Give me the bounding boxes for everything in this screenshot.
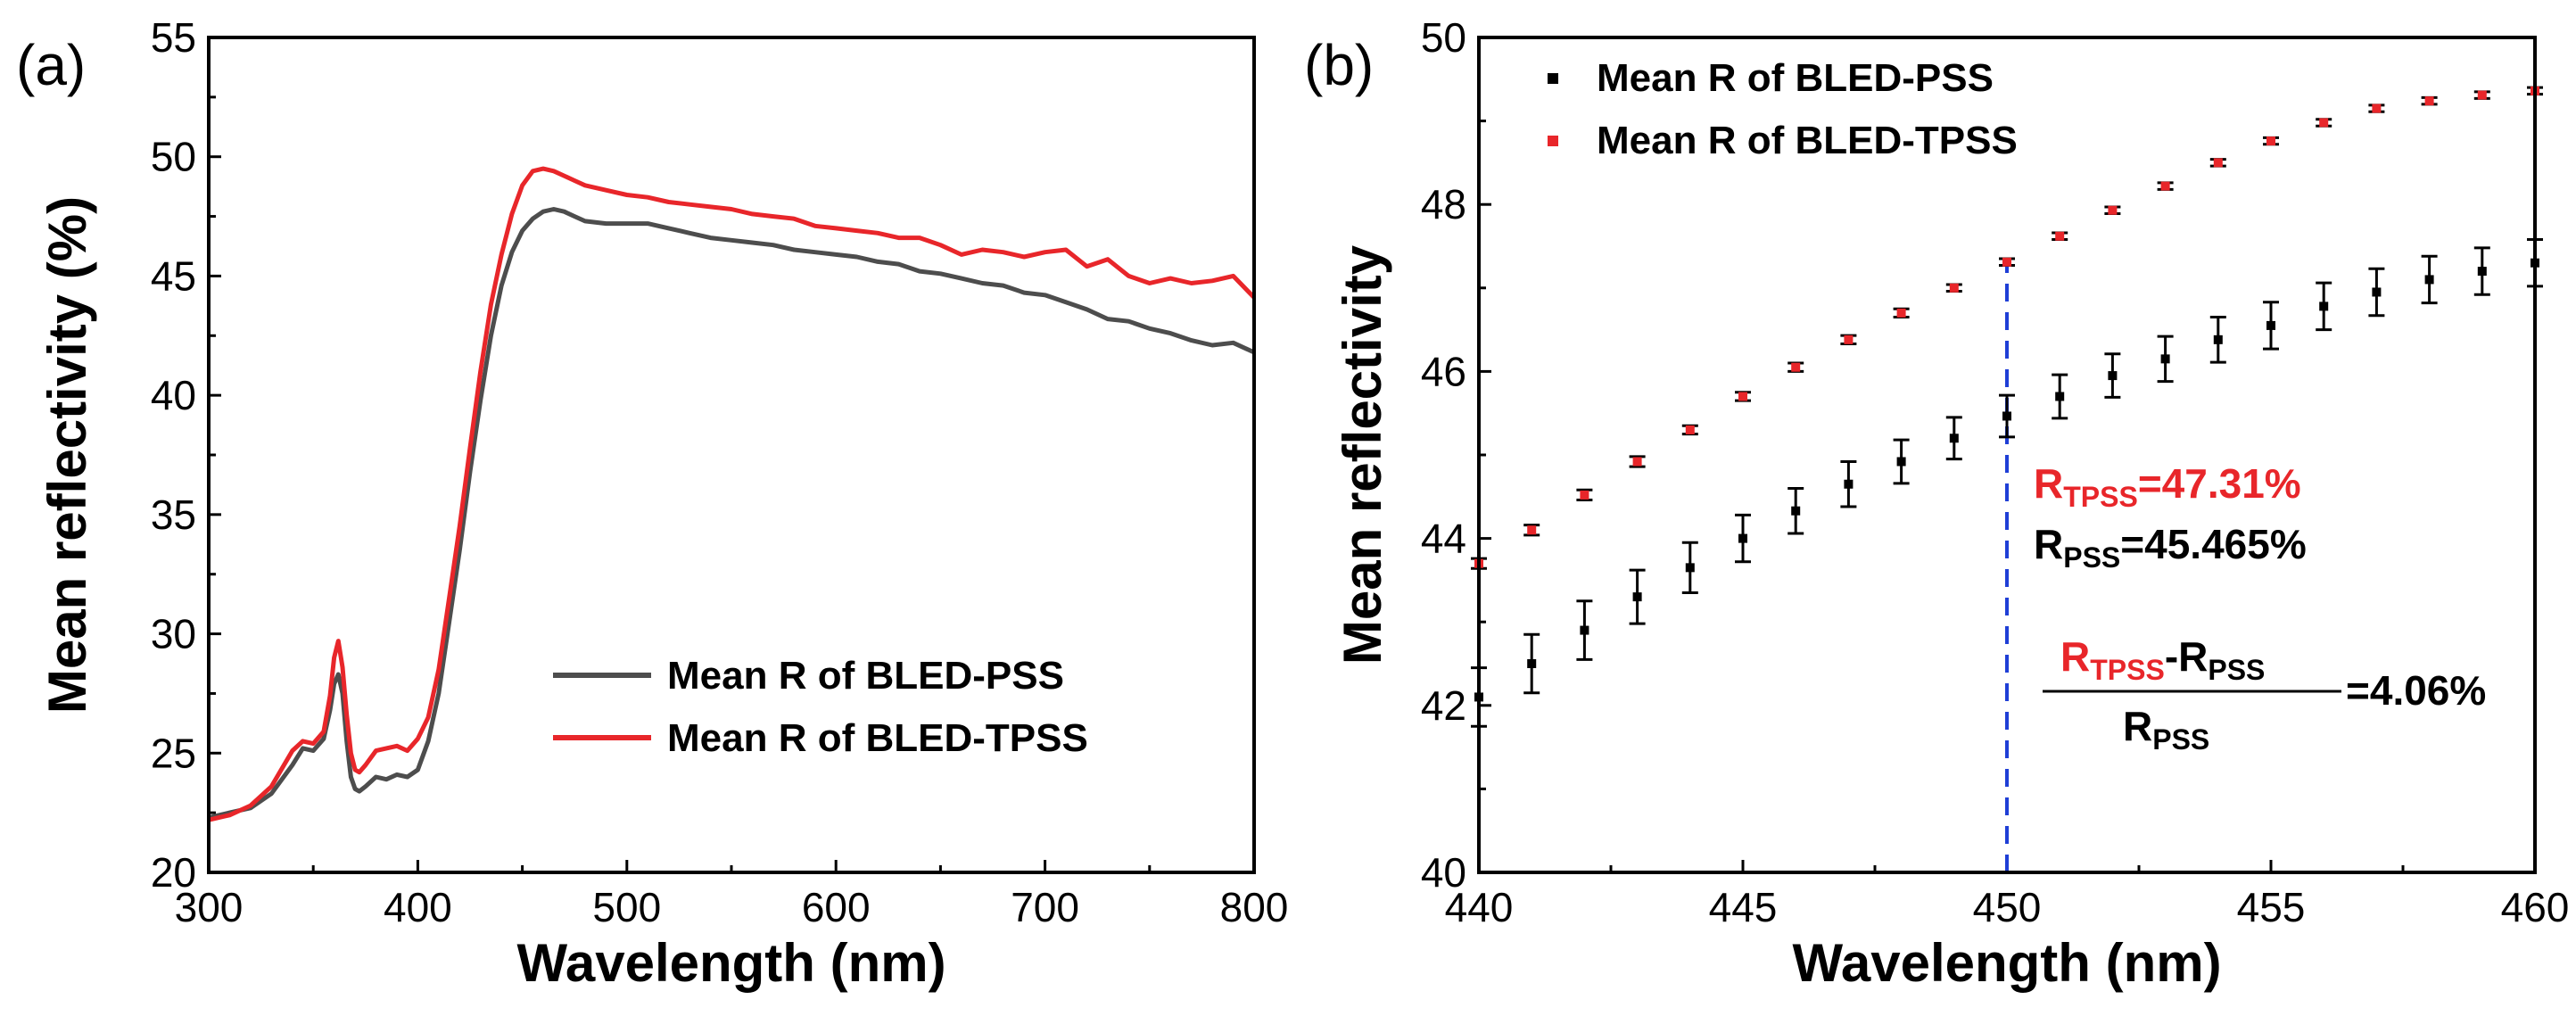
panel-b-y-tick-label: 46 bbox=[1421, 348, 1466, 394]
panel-b-plot-frame bbox=[1477, 36, 2537, 874]
data-point-tpss bbox=[1738, 392, 1747, 401]
panel-b-x-tick-label: 455 bbox=[2237, 884, 2306, 930]
panel-b-x-tick-label: 460 bbox=[2501, 884, 2570, 930]
data-point-tpss bbox=[2160, 181, 2170, 191]
data-point-pss bbox=[1685, 563, 1695, 573]
data-point-pss bbox=[2424, 275, 2434, 285]
data-point-pss bbox=[1949, 434, 1959, 443]
data-point-pss bbox=[2108, 371, 2118, 381]
data-point-tpss bbox=[2266, 136, 2275, 146]
data-point-pss bbox=[2372, 287, 2382, 297]
data-point-tpss bbox=[1527, 525, 1537, 535]
panel-a-y-tick-label: 35 bbox=[151, 491, 196, 538]
panel-a-y-tick-label: 40 bbox=[151, 372, 196, 418]
data-point-tpss bbox=[1580, 490, 1589, 500]
panel-a-y-tick-label: 45 bbox=[151, 252, 196, 299]
panel-a-y-tick-label: 50 bbox=[151, 134, 196, 180]
panel-b-y-tick-label: 48 bbox=[1421, 181, 1466, 227]
annotation-fraction-result: =4.06% bbox=[2346, 667, 2486, 714]
panel-b-x-tick-label: 440 bbox=[1445, 884, 1514, 930]
data-point-tpss bbox=[1949, 283, 1959, 293]
panel-a-y-tick-label: 55 bbox=[151, 14, 196, 61]
data-point-tpss bbox=[1896, 308, 1906, 318]
data-point-pss bbox=[1527, 659, 1537, 668]
data-point-pss bbox=[1580, 625, 1589, 635]
panel-b-x-tick-label: 445 bbox=[1709, 884, 1778, 930]
data-point-pss bbox=[2477, 267, 2487, 277]
panel-a-x-tick-label: 400 bbox=[384, 884, 452, 930]
data-point-pss bbox=[1896, 457, 1906, 467]
data-point-tpss bbox=[2055, 231, 2065, 241]
panel-a-label: (a) bbox=[16, 33, 86, 97]
legend-marker-pss bbox=[1548, 73, 1558, 84]
data-point-pss bbox=[2160, 354, 2170, 364]
data-point-tpss bbox=[1685, 425, 1695, 434]
panel-b-y-tick-label: 50 bbox=[1421, 14, 1466, 61]
series-line-pss bbox=[208, 207, 1256, 820]
data-point-tpss bbox=[1844, 335, 1854, 344]
panel-b-x-tick-label: 450 bbox=[1973, 884, 2042, 930]
panel-a-x-tick-label: 700 bbox=[1011, 884, 1079, 930]
data-point-pss bbox=[1632, 592, 1642, 602]
panel-a-y-tick-label: 30 bbox=[151, 611, 196, 657]
panel-b-label: (b) bbox=[1304, 33, 1374, 97]
data-point-pss bbox=[1738, 533, 1747, 543]
annotation-r-tpss: RTPSS=47.31% bbox=[2034, 460, 2301, 513]
legend-marker-tpss bbox=[1548, 136, 1558, 146]
data-point-pss bbox=[2266, 320, 2275, 330]
panel-b-y-axis-label: Mean reflectivity bbox=[1333, 244, 1392, 665]
panel-b: (b) 440 445 450 455 460 40 42 44 46 48 50 Waveleng… bbox=[1304, 14, 2569, 993]
data-point-tpss bbox=[2477, 90, 2487, 100]
data-point-pss bbox=[2002, 411, 2011, 421]
data-point-tpss bbox=[2319, 118, 2329, 128]
panel-a-plot-frame bbox=[207, 36, 1256, 874]
data-point-pss bbox=[2319, 301, 2329, 311]
legend-label-tpss-b: Mean R of BLED-TPSS bbox=[1597, 119, 2018, 162]
data-point-tpss bbox=[1632, 457, 1642, 467]
panel-a-y-tick-label: 20 bbox=[151, 849, 196, 896]
data-point-tpss bbox=[2213, 158, 2223, 168]
legend-label-pss-b: Mean R of BLED-PSS bbox=[1597, 56, 1994, 100]
data-point-tpss bbox=[2002, 257, 2011, 267]
data-point-pss bbox=[2055, 392, 2065, 401]
data-point-pss bbox=[1791, 506, 1801, 516]
panel-a-x-tick-label: 300 bbox=[175, 884, 244, 930]
annotation-r-pss: RPSS=45.465% bbox=[2034, 521, 2307, 574]
panel-b-x-axis-label: Wavelength (nm) bbox=[1792, 933, 2221, 993]
panel-b-y-tick-label: 40 bbox=[1421, 849, 1466, 896]
panel-a-x-axis-label: Wavelength (nm) bbox=[516, 933, 945, 993]
data-point-pss bbox=[1844, 479, 1854, 489]
panel-a: (a) 300 400 500 600 700 800 20 25 30 35 40 45 50 55 W… bbox=[16, 14, 1288, 993]
series-line-tpss bbox=[208, 166, 1256, 822]
panel-b-y-tick-label: 44 bbox=[1421, 516, 1466, 562]
annotation-fraction-numerator: RTPSS-RPSS bbox=[2060, 633, 2265, 686]
panel-b-legend: Mean R of BLED-PSS Mean R of BLED-TPSS bbox=[1548, 56, 2018, 162]
annotation-block: RTPSS=47.31% RPSS=45.465% RTPSS-RPSS RPS… bbox=[2034, 460, 2486, 756]
panel-a-x-tick-label: 800 bbox=[1220, 884, 1289, 930]
data-point-pss bbox=[2213, 335, 2223, 344]
data-point-tpss bbox=[2108, 205, 2118, 215]
panel-a-legend: Mean R of BLED-PSS Mean R of BLED-TPSS bbox=[553, 654, 1088, 760]
panel-a-y-tick-label: 25 bbox=[151, 730, 196, 776]
annotation-fraction-denominator: RPSS bbox=[2123, 703, 2209, 756]
panel-a-x-tick-label: 600 bbox=[802, 884, 871, 930]
legend-label-pss: Mean R of BLED-PSS bbox=[667, 654, 1064, 698]
panel-a-x-tick-label: 500 bbox=[592, 884, 661, 930]
legend-label-tpss: Mean R of BLED-TPSS bbox=[667, 716, 1088, 760]
panel-b-y-tick-label: 42 bbox=[1421, 682, 1466, 729]
data-point-tpss bbox=[2424, 96, 2434, 106]
data-point-tpss bbox=[2372, 103, 2382, 113]
data-point-tpss bbox=[1791, 362, 1801, 372]
panel-a-y-axis-label: Mean reflectivity (%) bbox=[37, 196, 97, 714]
